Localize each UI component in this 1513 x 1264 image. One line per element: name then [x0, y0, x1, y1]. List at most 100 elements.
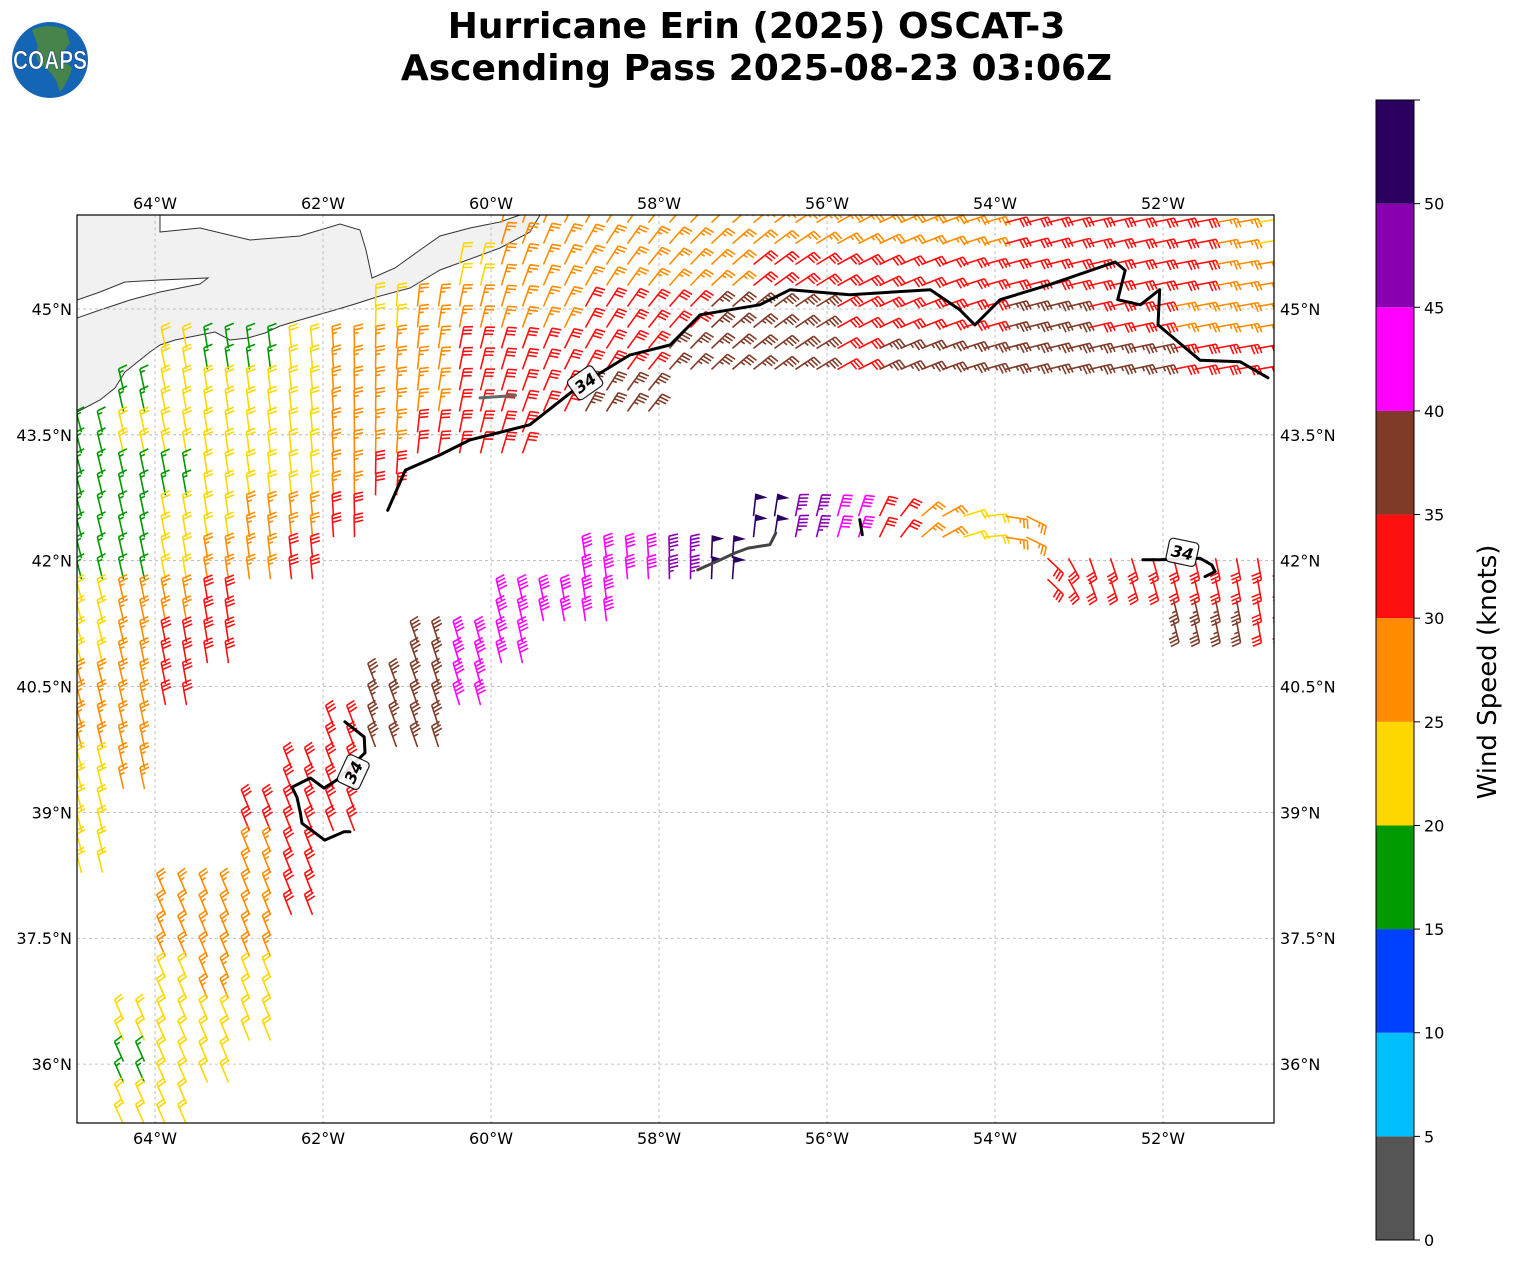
lat-tick-label-left: 42°N: [32, 552, 72, 571]
wind-barb: [1279, 366, 1304, 376]
wind-barb: [668, 247, 693, 266]
wind-barb: [245, 322, 256, 349]
wind-barb: [416, 429, 430, 454]
wind-barb: [731, 354, 757, 371]
wind-barb: [203, 490, 214, 517]
wind-barb: [282, 846, 295, 874]
wind-barb: [117, 511, 128, 538]
lon-tick-label-top: 54°W: [973, 194, 1017, 213]
wind-barb: [224, 511, 235, 538]
contour-label-box: [336, 754, 370, 791]
wind-barb: [1005, 536, 1029, 550]
wind-barb: [984, 341, 1011, 353]
wind-barb: [774, 334, 800, 350]
wind-barb: [367, 657, 379, 685]
wind-barb: [96, 406, 106, 433]
wind-barb: [1106, 578, 1119, 606]
wind-barb: [155, 1035, 167, 1062]
wind-barb: [603, 553, 615, 580]
wind-barb: [605, 391, 628, 412]
wind-barb: [626, 224, 650, 245]
wind-barb: [581, 574, 593, 601]
lon-tick-label-top: 58°W: [637, 194, 681, 213]
wind-barb: [240, 846, 251, 874]
wind-barb: [921, 276, 948, 289]
wind-barb: [117, 553, 128, 580]
wind-barb: [388, 657, 400, 685]
lat-tick-label-left: 45°N: [32, 300, 72, 319]
wind-barb: [458, 409, 474, 433]
wind-barb: [581, 532, 593, 559]
wind-barb: [858, 232, 885, 245]
wind-barb: [331, 490, 342, 517]
wind-barb: [473, 636, 486, 664]
wind-barb: [559, 574, 572, 601]
wind-barb: [331, 365, 342, 391]
wind-barb: [198, 930, 209, 958]
lon-tick-label-top: 64°W: [133, 194, 177, 213]
lat-tick-label-left: 37.5°N: [16, 929, 72, 948]
wind-barb: [753, 250, 779, 266]
wind-barb: [181, 343, 193, 370]
wind-barb: [240, 930, 251, 958]
wind-barb: [837, 295, 864, 308]
wind-barb: [458, 325, 474, 349]
wind-barb: [245, 427, 256, 454]
wind-barb: [331, 386, 342, 412]
wind-barb: [899, 519, 923, 538]
wind-barb: [117, 532, 128, 559]
wind-barb: [521, 222, 540, 244]
colorbar-tick-label: 30: [1424, 609, 1444, 628]
wind-barb: [1251, 620, 1263, 648]
wind-barb: [395, 303, 408, 328]
wind-barb: [816, 252, 843, 266]
wind-barb: [155, 909, 167, 937]
wind-barb: [516, 615, 529, 643]
wind-barb: [495, 636, 508, 664]
wind-barb: [181, 595, 193, 622]
wind-barb: [261, 930, 272, 957]
wind-barb: [282, 888, 295, 916]
wind-barb: [521, 305, 540, 328]
wind-barb: [984, 215, 1011, 226]
wind-barb: [774, 313, 800, 329]
wind-barb: [479, 389, 496, 412]
wind-barb: [245, 343, 256, 370]
wind-barb: [430, 699, 443, 727]
wind-barb: [198, 972, 209, 1000]
wind-barb: [837, 232, 864, 245]
wind-barb: [458, 346, 474, 370]
wind-barb: [117, 385, 128, 412]
wind-barb: [584, 349, 606, 370]
wind-barb: [139, 574, 150, 601]
wind-barb: [668, 289, 693, 308]
wind-barb: [458, 388, 474, 412]
wind-barb: [731, 270, 757, 287]
wind-barb: [1005, 258, 1032, 270]
wind-barb: [563, 327, 584, 349]
wind-barb: [521, 410, 540, 433]
wind-barb: [219, 972, 230, 1000]
wind-barb: [96, 594, 107, 622]
wind-barb: [181, 658, 193, 685]
wind-barb: [177, 1056, 188, 1083]
wind-barb: [409, 699, 421, 727]
wind-barb: [774, 229, 800, 245]
wind-barb: [920, 501, 947, 517]
wind-barb: [416, 387, 430, 412]
wind-barb: [181, 616, 193, 643]
wind-barb: [353, 386, 364, 412]
wind-barb: [345, 804, 358, 832]
wind-barb: [1046, 578, 1065, 603]
wind-barb: [198, 888, 209, 916]
wind-barb: [668, 554, 679, 580]
wind-barb: [303, 846, 316, 874]
wind-barb: [626, 392, 650, 412]
wind-barb: [395, 324, 408, 349]
wind-barb: [181, 679, 193, 706]
wind-barb: [203, 637, 214, 664]
wind-barb: [479, 263, 496, 286]
wind-barb: [1257, 344, 1274, 353]
wind-barb: [240, 867, 251, 895]
wind-barb: [139, 678, 150, 706]
